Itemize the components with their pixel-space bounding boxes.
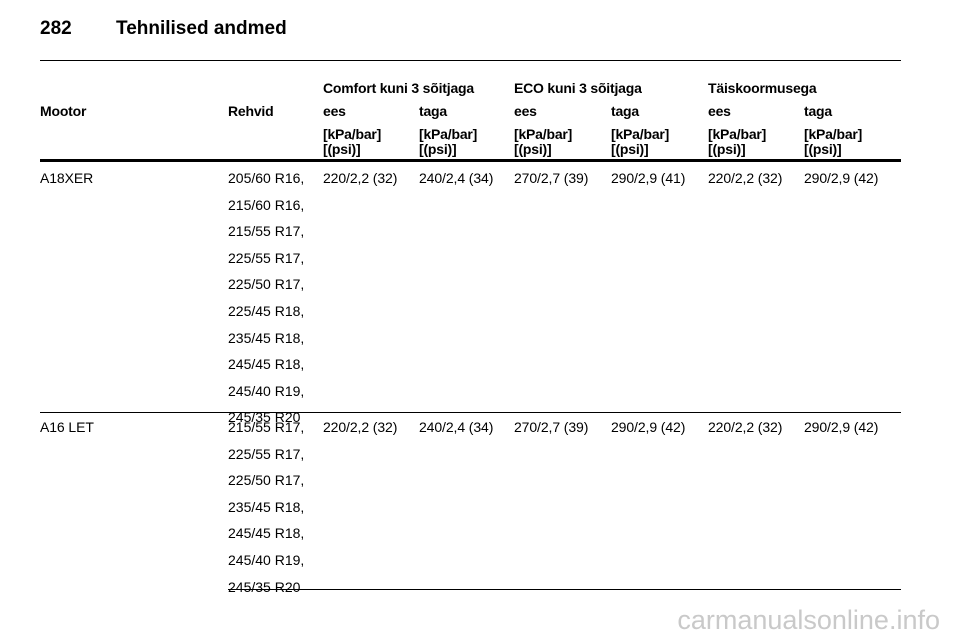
unit-header: [kPa/bar] [(psi)] [611, 126, 670, 157]
pressure-cell: 240/2,4 (34) [419, 170, 494, 186]
header-divider [40, 60, 901, 61]
row-divider [40, 412, 901, 413]
watermark: carmanualsonline.info [677, 605, 940, 635]
pressure-cell: 290/2,9 (41) [611, 170, 686, 186]
unit-header: [kPa/bar] [(psi)] [323, 126, 382, 157]
pressure-cell: 240/2,4 (34) [419, 419, 494, 435]
group-eco: ECO kuni 3 sõitjaga [514, 80, 642, 96]
col-eco-front: ees [514, 103, 537, 119]
pressure-cell: 270/2,7 (39) [514, 419, 589, 435]
col-comfort-rear: taga [419, 103, 447, 119]
col-tires: Rehvid [228, 103, 274, 119]
tires-cell: 215/55 R17, 225/55 R17, 225/50 R17, 235/… [228, 419, 305, 595]
pressure-cell: 290/2,9 (42) [611, 419, 686, 435]
pressure-cell: 220/2,2 (32) [708, 419, 783, 435]
pressure-cell: 220/2,2 (32) [323, 419, 398, 435]
pressure-cell: 270/2,7 (39) [514, 170, 589, 186]
page-number: 282 [40, 18, 72, 39]
group-full-load: Täiskoormusega [708, 80, 817, 96]
unit-header: [kPa/bar] [(psi)] [514, 126, 573, 157]
col-eco-rear: taga [611, 103, 639, 119]
pressure-cell: 220/2,2 (32) [323, 170, 398, 186]
row-divider [228, 589, 901, 590]
header-rule [40, 159, 901, 162]
col-engine: Mootor [40, 103, 87, 119]
col-full-rear: taga [804, 103, 832, 119]
pressure-cell: 290/2,9 (42) [804, 170, 879, 186]
col-full-front: ees [708, 103, 731, 119]
engine-cell: A16 LET [40, 419, 94, 435]
tires-cell: 205/60 R16, 215/60 R16, 215/55 R17, 225/… [228, 170, 305, 426]
col-comfort-front: ees [323, 103, 346, 119]
page-header: 282 Tehnilised andmed [40, 18, 287, 40]
unit-header: [kPa/bar] [(psi)] [419, 126, 478, 157]
pressure-cell: 290/2,9 (42) [804, 419, 879, 435]
group-comfort: Comfort kuni 3 sõitjaga [323, 80, 474, 96]
unit-header: [kPa/bar] [(psi)] [708, 126, 767, 157]
page-title: Tehnilised andmed [116, 18, 287, 39]
engine-cell: A18XER [40, 170, 94, 186]
pressure-cell: 220/2,2 (32) [708, 170, 783, 186]
unit-header: [kPa/bar] [(psi)] [804, 126, 863, 157]
